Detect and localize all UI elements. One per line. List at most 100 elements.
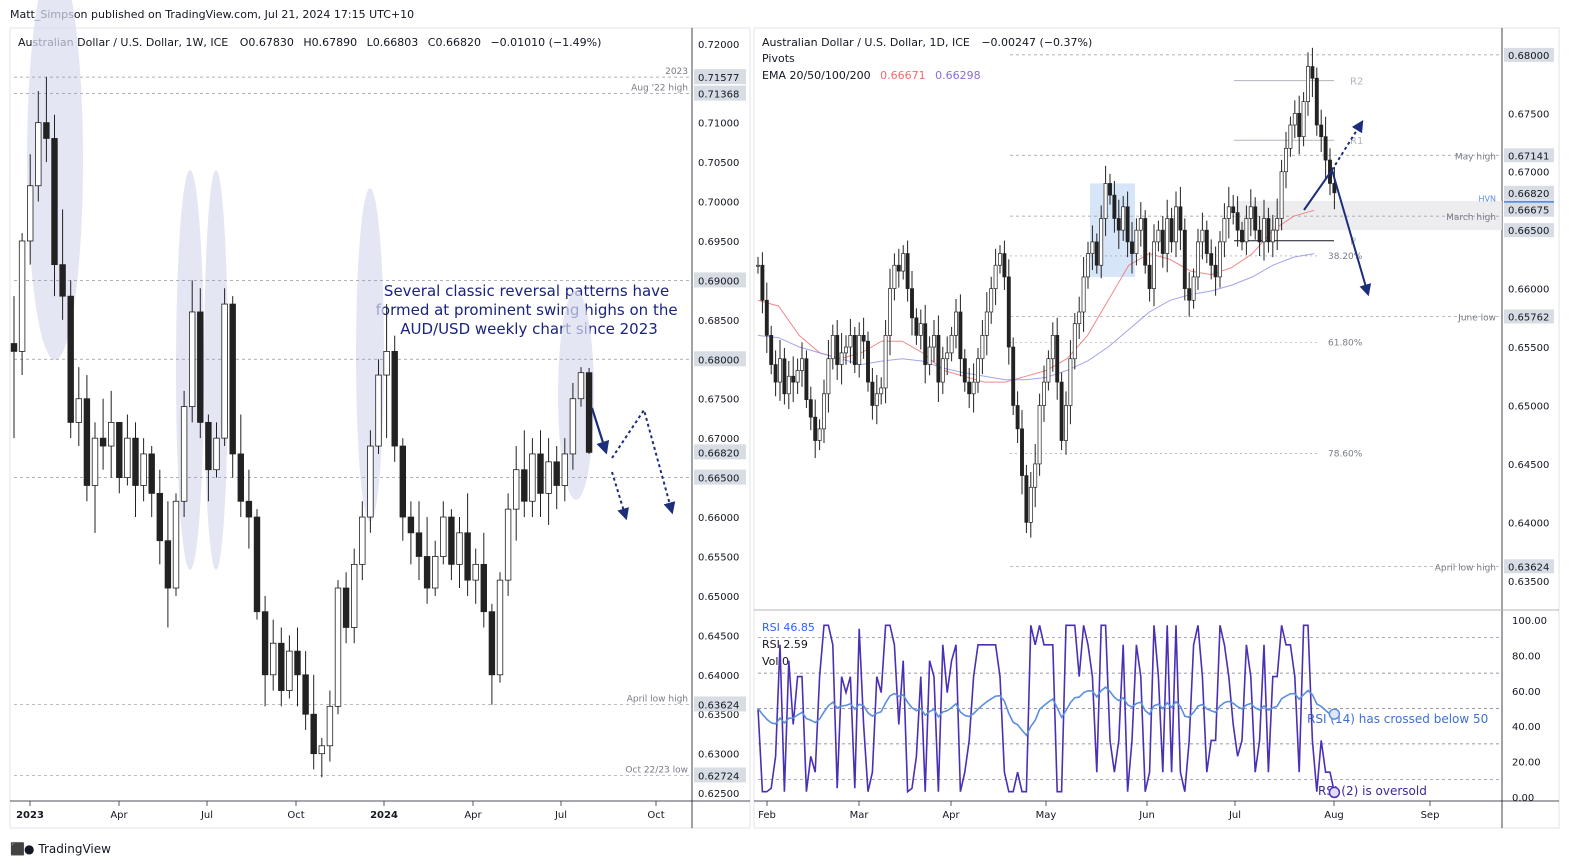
weekly-down-arrow: [590, 407, 610, 455]
daily-candle-body: [1116, 218, 1121, 231]
daily-candle-body: [1306, 66, 1310, 102]
daily-candle-body: [835, 335, 840, 365]
daily-candle-body: [989, 288, 994, 313]
daily-candle-body: [1279, 171, 1284, 219]
daily-candle-body: [1270, 229, 1275, 243]
daily-candle-body: [1046, 358, 1051, 383]
daily-candle-body: [1213, 264, 1218, 278]
daily-candle-body: [1112, 194, 1117, 219]
weekly-candle-body: [375, 374, 382, 447]
daily-candle-body: [822, 393, 826, 430]
daily-legend-title: Australian Dollar / U.S. Dollar, 1D, ICE: [762, 36, 970, 49]
daily-candle-body: [1055, 335, 1060, 383]
weekly-x-label: 2024: [370, 810, 398, 821]
weekly-candle-body: [569, 398, 577, 455]
weekly-x-label: Jul: [554, 810, 567, 821]
weekly-candle-body: [415, 532, 423, 557]
tradingview-logo-icon: ⬛●: [10, 842, 34, 856]
weekly-candle-body: [367, 445, 374, 518]
weekly-projection-arrow: [611, 471, 629, 521]
daily-price-label: 0.66500: [1508, 226, 1549, 237]
daily-x-label: Sep: [1421, 810, 1440, 821]
daily-candle-body: [936, 335, 941, 383]
daily-y-tick: 0.64000: [1508, 518, 1549, 529]
weekly-candle-body: [172, 500, 180, 589]
weekly-candle-body: [51, 138, 58, 266]
daily-candle-body: [1077, 311, 1082, 325]
weekly-price-label-bg: [694, 272, 746, 288]
weekly-y-tick: 0.68500: [698, 316, 739, 327]
weekly-candle-body: [67, 295, 74, 423]
daily-price-label-bg: [1504, 309, 1554, 324]
daily-candle-body: [1081, 276, 1086, 313]
daily-candle-body: [861, 335, 866, 342]
daily-candle-body: [1068, 358, 1073, 406]
weekly-y-tick: 0.65500: [698, 552, 739, 563]
weekly-candle-body: [585, 372, 593, 453]
daily-candle-body: [1169, 218, 1174, 243]
daily-candle-body: [826, 358, 831, 395]
daily-candle-body: [976, 358, 980, 383]
daily-price-label: 0.67141: [1508, 151, 1549, 162]
rsi-y-tick: 60.00: [1512, 687, 1541, 698]
weekly-price-label: 0.66820: [698, 448, 739, 459]
weekly-candle-body: [156, 492, 163, 542]
weekly-candle-body: [302, 674, 309, 715]
daily-candle-body: [1240, 229, 1244, 243]
weekly-projection-path: [611, 407, 676, 515]
weekly-price-label-bg: [694, 69, 746, 85]
daily-candle-body: [892, 264, 897, 289]
rsi-y-tick: 80.00: [1512, 651, 1541, 662]
weekly-price-label: 0.69000: [698, 276, 739, 287]
weekly-candle-body: [99, 437, 107, 447]
daily-candle-body: [1323, 136, 1328, 161]
daily-candle-body: [1288, 124, 1293, 149]
weekly-candle-body: [59, 264, 66, 297]
weekly-candle-body: [18, 240, 26, 352]
daily-candle-body: [769, 335, 774, 365]
weekly-candle-body: [253, 516, 261, 613]
daily-candle-body: [795, 370, 800, 383]
weekly-candle-body: [472, 563, 479, 581]
daily-price-label: 0.63624: [1508, 562, 1549, 573]
weekly-candle-body: [108, 421, 115, 447]
weekly-candle-body: [269, 642, 277, 676]
daily-level-label: June low: [1457, 313, 1496, 323]
daily-candle-body: [879, 387, 884, 395]
weekly-legend-change: −0.01010 (−1.49%): [490, 36, 601, 49]
rsi14-legend: RSI 46.85: [762, 621, 815, 634]
daily-candle-body: [940, 358, 945, 383]
weekly-legend-high: H0.67890: [303, 36, 357, 49]
weekly-legend-close: C0.66820: [428, 36, 481, 49]
weekly-candle-body: [383, 350, 390, 376]
daily-candle-body: [1156, 229, 1161, 243]
weekly-level-label: Aug '22 high: [631, 84, 688, 94]
daily-candle-body: [1275, 218, 1280, 231]
daily-candle-body: [760, 264, 765, 301]
daily-legend-ema-value-2: 0.66298: [935, 69, 981, 82]
daily-legend-change: −0.00247 (−0.37%): [981, 36, 1092, 49]
daily-price-label-bg: [1504, 47, 1554, 62]
footer: ⬛● TradingView: [10, 842, 111, 856]
weekly-candle-body: [342, 587, 350, 628]
daily-candle-body: [1024, 475, 1029, 523]
fib-label: 78.60%: [1328, 449, 1363, 459]
daily-candle-body: [1253, 206, 1258, 231]
weekly-candle-body: [326, 705, 334, 747]
daily-candle-body: [808, 399, 813, 418]
daily-candle-body: [844, 346, 848, 354]
daily-candle-body: [848, 335, 853, 348]
weekly-candle-body: [245, 500, 253, 518]
daily-price-label: 0.66675: [1508, 206, 1549, 217]
weekly-x-label: Apr: [110, 810, 128, 821]
weekly-candle-body: [10, 343, 18, 352]
daily-candle-body: [1262, 218, 1266, 243]
svg-text:Australian Dollar / U.S. Dolla: Australian Dollar / U.S. Dollar, 1D, ICE…: [762, 36, 1092, 49]
daily-x-label: Jul: [1228, 810, 1241, 821]
weekly-price-label-bg: [694, 444, 746, 460]
weekly-candle-body: [537, 453, 544, 494]
weekly-price-label: 0.71577: [698, 73, 739, 84]
daily-candle-body: [1086, 253, 1090, 278]
daily-candle-body: [1292, 112, 1297, 126]
